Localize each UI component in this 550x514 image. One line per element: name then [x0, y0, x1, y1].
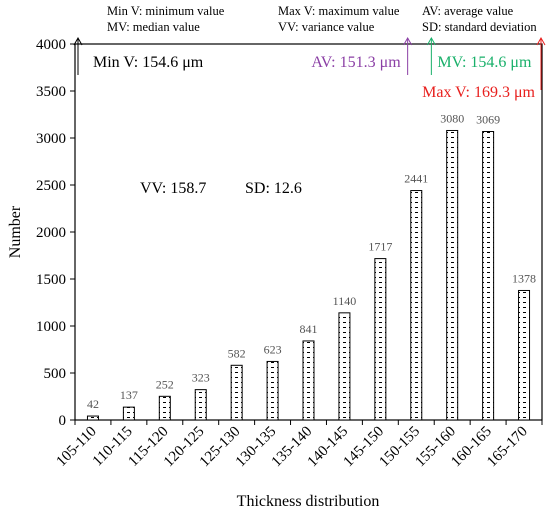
bar: [446, 129, 459, 421]
data-label: 252: [156, 377, 174, 391]
bar: [230, 364, 243, 421]
legend-item: Min V: minimum value: [107, 4, 225, 18]
marker-arrow: [426, 36, 436, 46]
x-tick-label: 105-110: [54, 424, 100, 470]
legend-item: AV: average value: [422, 4, 514, 18]
bar: [194, 389, 207, 421]
marker-label-max: Max V: 169.3 μm: [422, 84, 535, 101]
data-label: 1378: [512, 271, 536, 285]
marker-arrow: [403, 36, 413, 46]
marker-arrow: [536, 36, 546, 46]
y-tick-label: 1000: [36, 319, 66, 335]
y-tick-label: 2000: [36, 225, 66, 241]
bar: [374, 258, 387, 421]
data-label: 323: [192, 371, 210, 385]
y-tick-label: 500: [44, 366, 67, 382]
bar: [122, 406, 135, 421]
data-label: 841: [300, 322, 318, 336]
bar: [410, 190, 423, 421]
y-tick-label: 2500: [36, 178, 66, 194]
data-label: 582: [228, 346, 246, 360]
legend-item: VV: variance value: [278, 20, 375, 34]
bar: [338, 312, 351, 421]
y-tick-label: 0: [59, 413, 67, 429]
x-axis-label: Thickness distribution: [237, 493, 380, 510]
legend-item: SD: standard deviation: [422, 20, 537, 34]
data-label: 1140: [333, 294, 357, 308]
marker-label-av: AV: 151.3 μm: [311, 54, 401, 71]
data-label: 2441: [404, 172, 428, 186]
y-tick-label: 4000: [36, 37, 66, 53]
bar: [518, 289, 531, 421]
bar: [266, 360, 279, 421]
variance-value: VV: 158.7: [140, 180, 206, 197]
bar: [86, 415, 99, 421]
bar: [302, 340, 315, 421]
bar: [482, 131, 495, 421]
bar: [158, 395, 171, 421]
data-label: 42: [87, 397, 99, 411]
legend: Min V: minimum value Max V: maximum valu…: [107, 4, 537, 34]
y-tick-label: 3500: [36, 84, 66, 100]
marker-label-mv: MV: 154.6 μm: [437, 54, 532, 71]
data-label: 3080: [440, 111, 464, 125]
data-label: 1717: [368, 240, 392, 254]
x-tick-label: 165-170: [484, 424, 531, 471]
data-label: 623: [264, 342, 282, 356]
legend-item: MV: median value: [107, 20, 200, 34]
markers: Min V: 154.6 μm AV: 151.3 μm MV: 154.6 μm M…: [73, 36, 546, 101]
data-label: 3069: [476, 113, 500, 127]
y-tick-label: 3000: [36, 131, 66, 147]
marker-label-min: Min V: 154.6 μm: [93, 54, 204, 71]
legend-item: Max V: maximum value: [278, 4, 400, 18]
y-tick-label: 1500: [36, 272, 66, 288]
y-axis: 0 500 1000 1500 2000 2500 3000 3500 4000: [36, 37, 75, 429]
marker-arrow: [73, 36, 83, 46]
bars: 42 137 252 323 582 623 841 1140 1717 2441 3080 3069…: [86, 111, 536, 421]
standard-deviation-value: SD: 12.6: [245, 180, 302, 197]
x-axis: 105-110110-115115-120120-125125-130130-1…: [54, 420, 543, 471]
data-label: 137: [120, 388, 138, 402]
y-axis-label: Number: [7, 205, 24, 258]
